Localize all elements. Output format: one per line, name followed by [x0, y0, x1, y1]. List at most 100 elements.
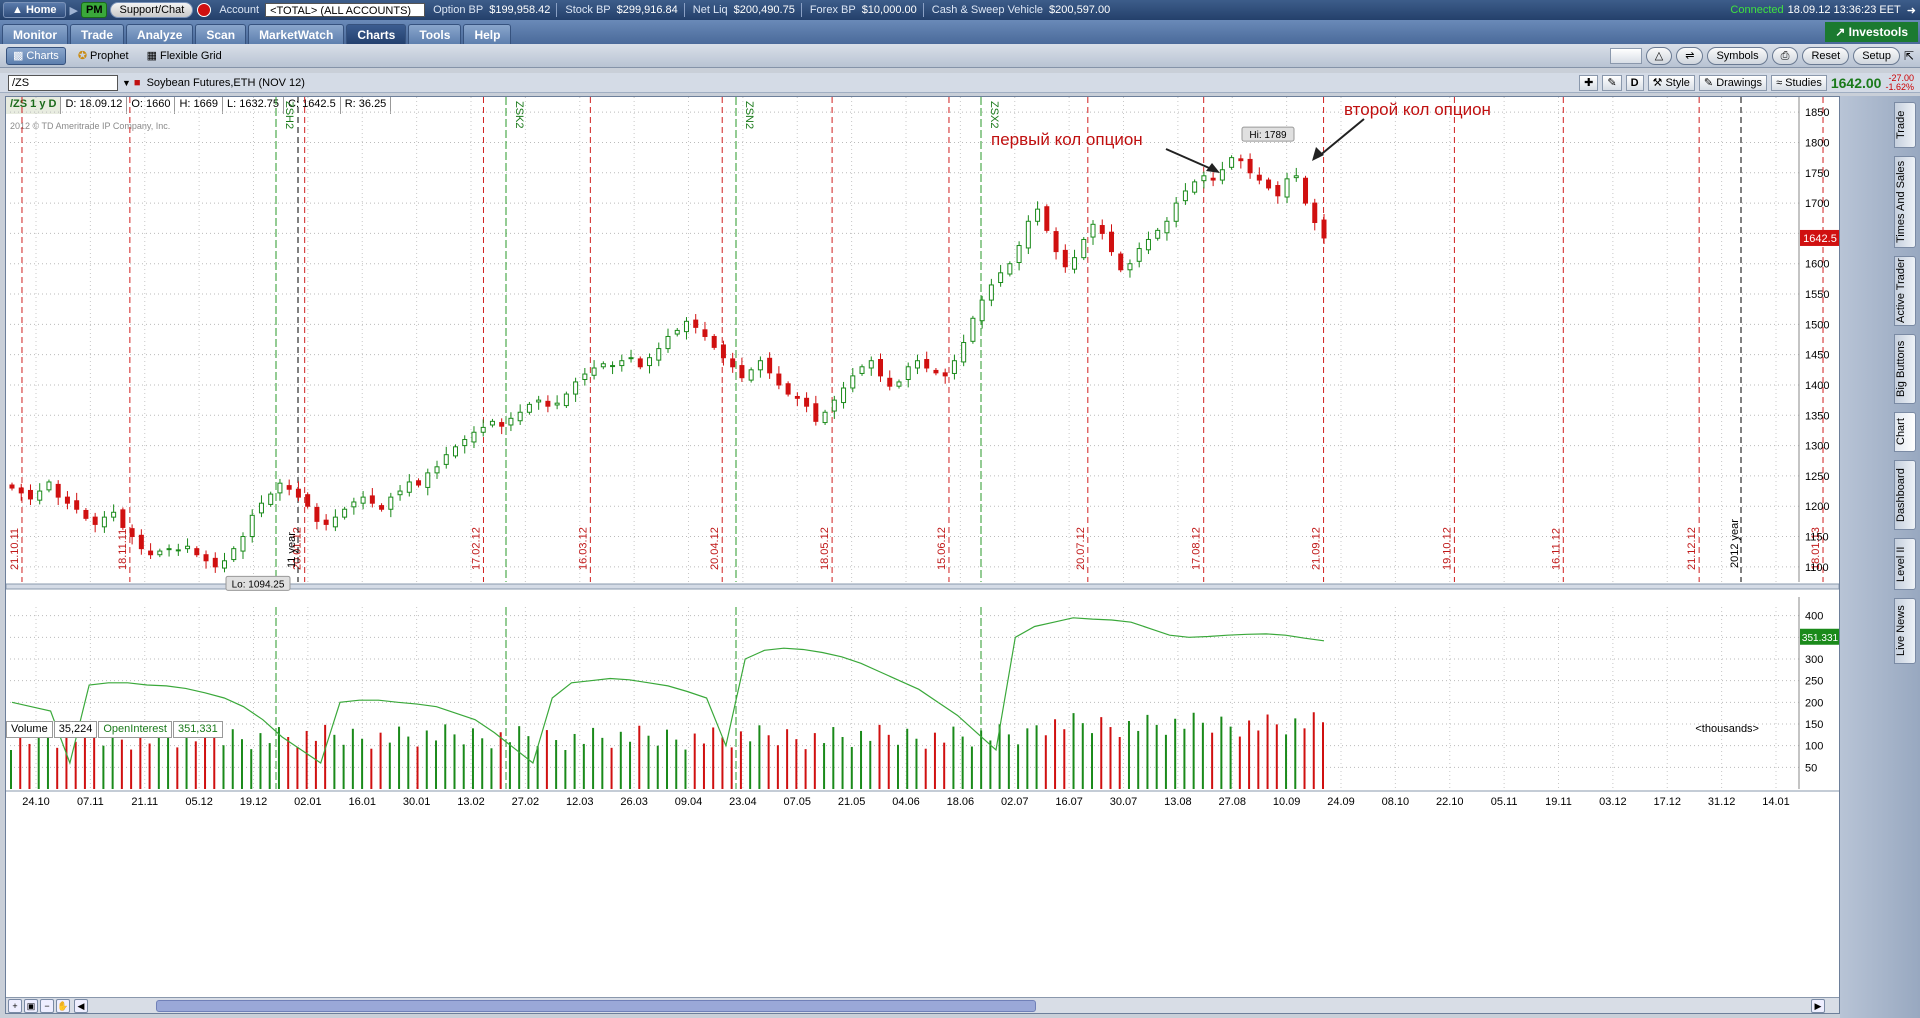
date-tick-label: 19.11: [1545, 796, 1572, 808]
right-tab-big-buttons[interactable]: Big Buttons: [1894, 334, 1916, 404]
change-percent: -1.62%: [1885, 81, 1914, 92]
scroll-thumb[interactable]: [156, 1000, 1036, 1012]
subtab-prophet[interactable]: ✪ Prophet: [72, 47, 135, 65]
candle-down: [148, 550, 154, 556]
date-tick-label: 13.02: [457, 796, 485, 808]
high-label: Hi: 1789: [1249, 130, 1287, 141]
pencil-tool-icon[interactable]: ✎: [1602, 74, 1622, 91]
tab-analyze[interactable]: Analyze: [126, 24, 194, 44]
subtab-flexible-grid[interactable]: ▦ Flexible Grid: [141, 47, 228, 65]
year-marker-label: 11 year: [286, 532, 298, 568]
right-tab-level-ii[interactable]: Level II: [1894, 538, 1916, 590]
date-tick-label: 24.09: [1327, 796, 1355, 808]
candle-up: [573, 381, 579, 395]
candle-up: [46, 481, 52, 491]
scroll-right-icon[interactable]: ▶: [1811, 999, 1825, 1013]
stock-bp-label: Stock BP: [565, 4, 611, 16]
alert-icon[interactable]: [197, 3, 212, 17]
candle-up: [231, 548, 237, 561]
subtab-prophet-label: Prophet: [90, 49, 129, 62]
right-tab-chart[interactable]: Chart: [1894, 412, 1916, 452]
link-button[interactable]: ⇌: [1676, 46, 1704, 65]
candle-down: [1044, 206, 1050, 231]
symbol-dropdown-icon[interactable]: ▼: [122, 77, 131, 88]
tab-monitor[interactable]: Monitor: [2, 24, 68, 44]
volume-tick-label: 400: [1805, 611, 1823, 623]
symbol-link-icon[interactable]: ■: [133, 76, 141, 89]
tab-trade[interactable]: Trade: [70, 24, 125, 44]
date-tick-label: 04.06: [892, 796, 920, 808]
pan-hand-icon[interactable]: ✋: [56, 999, 70, 1013]
reset-button[interactable]: Reset: [1802, 46, 1850, 65]
candle-down: [1312, 202, 1318, 223]
tab-scan[interactable]: Scan: [195, 24, 247, 44]
candle-down: [794, 395, 800, 399]
volume-tick-label: 300: [1805, 654, 1823, 666]
right-tab-trade[interactable]: Trade: [1894, 102, 1916, 148]
candle-down: [379, 505, 385, 510]
pm-button[interactable]: PM: [80, 2, 108, 18]
right-tab-times-and-sales[interactable]: Times And Sales: [1894, 156, 1916, 248]
investools-button[interactable]: ↗ Investools: [1825, 22, 1918, 42]
oi-badge-label: 351.331: [1802, 633, 1839, 644]
print-button[interactable]: ⎙: [1771, 46, 1799, 65]
candle-up: [277, 482, 283, 494]
period-button[interactable]: D: [1625, 74, 1644, 91]
chart-panel[interactable]: /ZS 1 y D D: 18.09.12 O: 1660 H: 1669 L:…: [5, 96, 1840, 1014]
candle-up: [1016, 245, 1022, 264]
style-button[interactable]: ⚒ Style: [1647, 74, 1695, 91]
tab-charts[interactable]: Charts: [346, 24, 407, 44]
drawings-button[interactable]: ✎ Drawings: [1698, 74, 1768, 91]
price-tick-label: 1250: [1805, 471, 1829, 483]
ohlc-readout: /ZS 1 y D D: 18.09.12 O: 1660 H: 1669 L:…: [6, 97, 392, 114]
candle-down: [18, 487, 24, 494]
ohlc-date: D: 18.09.12: [61, 97, 128, 114]
zoom-in-icon[interactable]: +: [8, 999, 22, 1013]
right-tab-live-news[interactable]: Live News: [1894, 598, 1916, 664]
candle-down: [120, 509, 126, 528]
volume-tick-label: 150: [1805, 719, 1823, 731]
menu-arrow-icon[interactable]: ➜: [1906, 4, 1916, 17]
collapse-icon[interactable]: ⇱: [1903, 48, 1914, 63]
price-tick-label: 1300: [1805, 441, 1829, 453]
symbols-button[interactable]: Symbols: [1707, 46, 1768, 65]
right-tab-dashboard[interactable]: Dashboard: [1894, 460, 1916, 530]
tab-marketwatch[interactable]: MarketWatch: [248, 24, 345, 44]
candle-up: [1284, 178, 1290, 198]
support-chat-button[interactable]: Support/Chat: [110, 2, 194, 18]
candle-down: [1275, 185, 1281, 197]
first-call-arrow: [1165, 148, 1217, 172]
candle-up: [351, 501, 357, 508]
tab-help[interactable]: Help: [463, 24, 512, 44]
layout-picker[interactable]: [1609, 47, 1642, 64]
chart-subtabs: ▩ Charts ✪ Prophet ▦ Flexible Grid △ ⇌ Symb…: [0, 44, 1920, 68]
price-volume-chart[interactable]: 21.10.1118.11.1120.01.1217.02.1216.03.12…: [6, 97, 1839, 995]
candle-up: [1081, 238, 1087, 259]
candle-up: [554, 402, 560, 406]
tab-tools[interactable]: Tools: [408, 24, 462, 44]
symbol-input[interactable]: /ZS: [8, 74, 118, 91]
price-tick-label: 1700: [1805, 198, 1829, 210]
candle-up: [619, 360, 625, 367]
date-tick-label: 21.11: [131, 796, 158, 808]
zoom-fit-icon[interactable]: ▣: [24, 999, 38, 1013]
candle-down: [637, 358, 643, 368]
candle-up: [1007, 263, 1013, 275]
studies-button[interactable]: ≈ Studies: [1771, 74, 1827, 91]
account-select[interactable]: <TOTAL> (ALL ACCOUNTS): [265, 3, 426, 17]
crosshair-tool-icon[interactable]: ✚: [1579, 74, 1599, 91]
candle-up: [489, 420, 495, 426]
setup-button[interactable]: Setup: [1853, 46, 1900, 65]
subtab-charts[interactable]: ▩ Charts: [6, 46, 66, 65]
scroll-left-icon[interactable]: ◀: [74, 999, 88, 1013]
date-tick-label: 27.02: [512, 796, 540, 808]
chart-scrollbar[interactable]: + ▣ − ✋ ◀ ▶: [6, 997, 1839, 1013]
home-button[interactable]: ▲ Home: [3, 2, 66, 18]
candle-down: [711, 335, 717, 348]
expiry-marker-label: 17.02.12: [470, 527, 482, 570]
zoom-out-icon[interactable]: −: [40, 999, 54, 1013]
alert-bell-button[interactable]: △: [1645, 46, 1673, 65]
right-tab-active-trader[interactable]: Active Trader: [1894, 256, 1916, 326]
candle-down: [1210, 177, 1216, 181]
expiry-marker-label: 20.04.12: [709, 527, 721, 570]
